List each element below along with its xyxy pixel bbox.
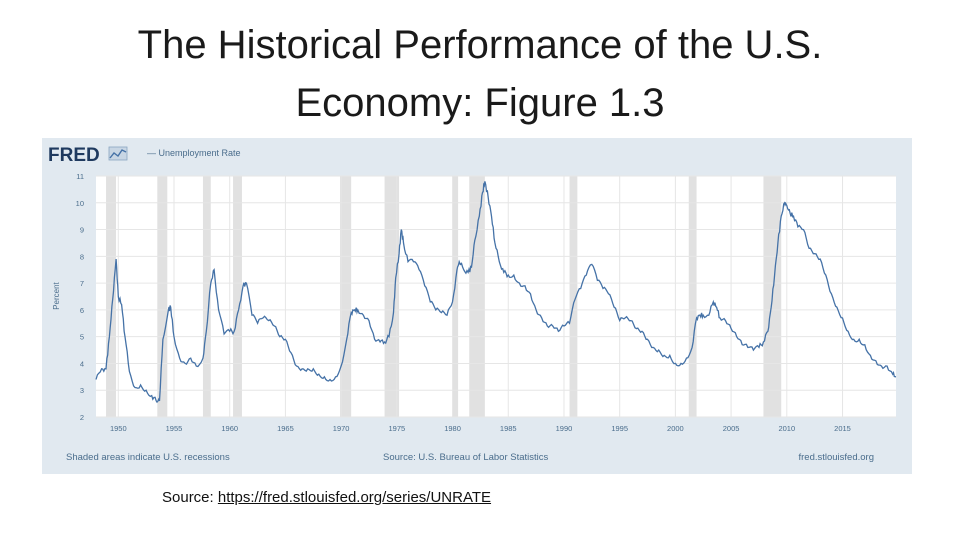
x-tick-label: 2015 (834, 424, 851, 433)
y-tick-label: 9 (80, 226, 84, 235)
x-tick-label: 1980 (444, 424, 461, 433)
x-tick-label: 1985 (500, 424, 517, 433)
recession-band (688, 176, 697, 417)
y-tick-label: 4 (80, 359, 84, 368)
x-tick-label: 1975 (388, 424, 405, 433)
footer-fred-url: fred.stlouisfed.org (798, 452, 874, 463)
recession-band (340, 176, 352, 417)
footer-source-note: Source: U.S. Bureau of Labor Statistics (383, 452, 549, 463)
source-line: Source: https://fred.stlouisfed.org/seri… (162, 489, 491, 506)
source-label: Source: (162, 489, 214, 506)
y-tick-label: 7 (80, 279, 84, 288)
series-line-unemployment-rate (95, 181, 897, 404)
x-axis-ticks: 1950 1955 1960 1965 1970 1975 1980 1985 1990 1995… (110, 424, 851, 433)
recession-band (202, 176, 211, 417)
x-tick-label: 1950 (110, 424, 127, 433)
x-tick-label: 2010 (778, 424, 795, 433)
x-tick-label: 1965 (277, 424, 294, 433)
source-link[interactable]: https://fred.stlouisfed.org/series/UNRAT… (217, 489, 492, 506)
slide-title-line-1: The Historical Performance of the U.S. (137, 23, 823, 67)
fred-logo: FRED (48, 145, 100, 166)
recession-bands (106, 176, 782, 417)
x-tick-label: 1960 (221, 424, 238, 433)
y-tick-label: 8 (80, 252, 84, 261)
x-tick-label: 2005 (723, 424, 740, 433)
gridlines (96, 175, 896, 418)
y-axis-ticks: 2 3 4 5 6 7 8 9 10 11 (76, 172, 84, 422)
recession-band (106, 176, 117, 417)
y-tick-label: 6 (80, 306, 84, 315)
recession-band (569, 176, 578, 417)
recession-band (452, 176, 459, 417)
legend-unemployment-rate: — Unemployment Rate (147, 148, 241, 158)
footer-recessions-note: Shaded areas indicate U.S. recessions (66, 452, 230, 463)
recession-band (157, 176, 168, 417)
fred-chart-figure: FRED — Unemployment Rate 2 3 4 5 6 7 8 9 10 11 19… (42, 138, 912, 474)
slide-title-line-2: Economy: Figure 1.3 (295, 81, 665, 125)
fred-chart-svg: FRED — Unemployment Rate 2 3 4 5 6 7 8 9 10 11 19… (48, 145, 897, 463)
y-tick-label: 11 (76, 172, 84, 181)
x-tick-label: 1990 (556, 424, 573, 433)
y-tick-label: 2 (80, 413, 84, 422)
recession-band (233, 176, 242, 417)
y-axis-label: Percent (52, 281, 61, 309)
y-tick-label: 5 (80, 333, 84, 342)
x-tick-label: 1995 (611, 424, 628, 433)
y-tick-label: 10 (76, 199, 84, 208)
x-tick-label: 1970 (333, 424, 350, 433)
recession-band (469, 176, 485, 417)
x-tick-label: 1955 (166, 424, 183, 433)
fred-logo-graph-icon (108, 146, 128, 161)
slide-title: The Historical Performance of the U.S. E… (0, 16, 960, 132)
y-tick-label: 3 (80, 386, 84, 395)
recession-band (384, 176, 400, 417)
x-tick-label: 2000 (667, 424, 684, 433)
